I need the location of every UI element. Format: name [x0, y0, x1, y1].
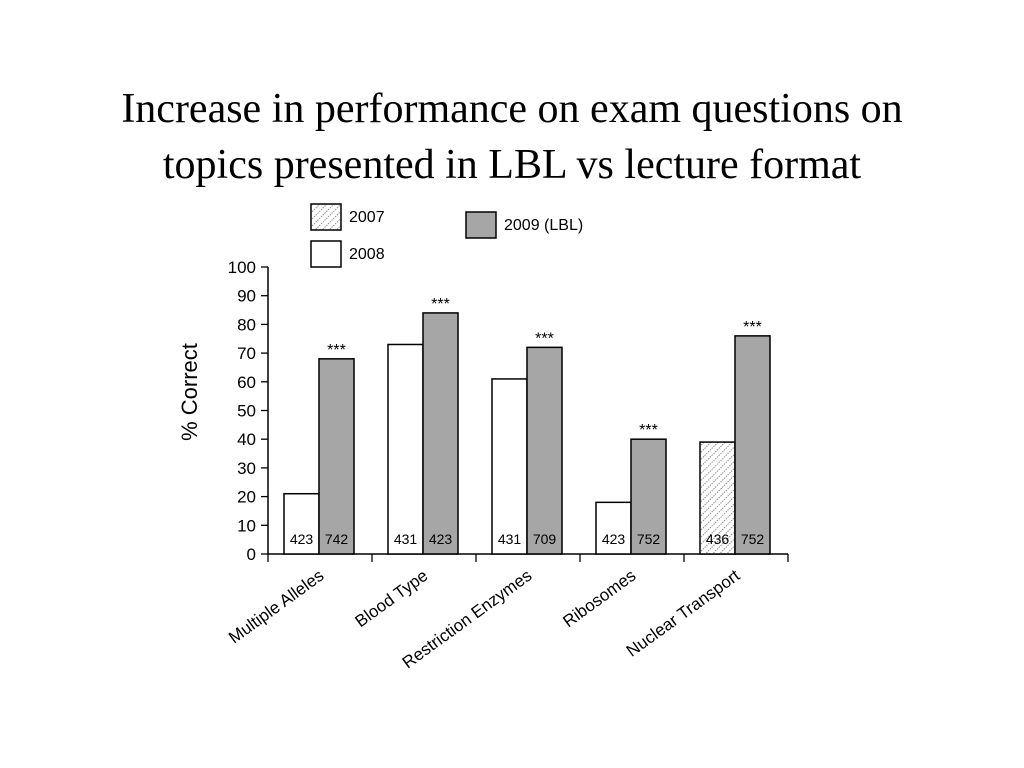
sample-size-label: 436 — [706, 531, 730, 547]
sample-size-label: 423 — [290, 531, 314, 547]
sample-size-label: 709 — [533, 531, 557, 547]
legend-label: 2007 — [349, 209, 385, 226]
y-tick-label: 80 — [237, 315, 256, 334]
sample-size-label: 431 — [498, 531, 522, 547]
legend-label: 2009 (LBL) — [504, 217, 583, 234]
x-tick-label: Ribosomes — [559, 566, 639, 631]
y-tick-label: 40 — [237, 430, 256, 449]
significance-label: *** — [743, 319, 762, 336]
bar — [734, 335, 771, 555]
legend-swatch — [310, 240, 342, 268]
bar — [630, 438, 667, 555]
bar — [699, 441, 736, 555]
bar — [387, 343, 424, 555]
y-tick-label: 60 — [237, 373, 256, 392]
bar — [422, 312, 459, 555]
legend-label: 2008 — [349, 246, 385, 263]
bar — [595, 501, 632, 555]
y-tick-label: 70 — [237, 344, 256, 363]
significance-label: *** — [639, 422, 658, 439]
sample-size-label: 423 — [429, 531, 453, 547]
y-tick-label: 30 — [237, 459, 256, 478]
y-tick-label: 50 — [237, 402, 256, 421]
x-tick-label: Blood Type — [352, 566, 432, 631]
bar — [526, 346, 563, 555]
significance-label: *** — [327, 342, 346, 359]
sample-size-label: 431 — [394, 531, 418, 547]
bar — [491, 378, 528, 555]
chart-title: Increase in performance on exam question… — [121, 86, 902, 188]
y-axis-label: % Correct — [177, 343, 202, 441]
sample-size-label: 752 — [637, 531, 661, 547]
x-tick-label: Multiple Alleles — [225, 566, 327, 647]
y-tick-label: 90 — [237, 287, 256, 306]
significance-label: *** — [535, 330, 554, 347]
y-tick-label: 10 — [237, 516, 256, 535]
y-tick-label: 100 — [228, 258, 256, 277]
significance-label: *** — [431, 296, 450, 313]
legend-swatch — [465, 211, 497, 239]
x-tick-label: Nuclear Transport — [623, 566, 744, 661]
sample-size-label: 742 — [325, 531, 349, 547]
legend-swatch — [310, 203, 342, 231]
y-tick-label: 20 — [237, 488, 256, 507]
bar — [318, 358, 355, 555]
sample-size-label: 752 — [741, 531, 765, 547]
sample-size-label: 423 — [602, 531, 626, 547]
bar — [283, 492, 320, 555]
y-tick-label: 0 — [247, 545, 256, 564]
